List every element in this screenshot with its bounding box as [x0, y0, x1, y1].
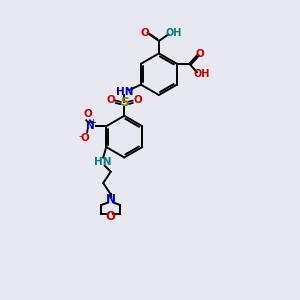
Text: O: O	[80, 133, 89, 143]
Text: +: +	[89, 118, 96, 127]
Text: OH: OH	[193, 69, 209, 79]
Text: HN: HN	[94, 158, 111, 167]
Text: N: N	[85, 121, 94, 131]
Text: O: O	[134, 95, 142, 105]
Text: O: O	[106, 210, 116, 223]
Text: O: O	[83, 109, 92, 119]
Text: S: S	[120, 96, 129, 109]
Text: HN: HN	[116, 87, 133, 97]
Text: O: O	[195, 49, 204, 59]
Text: O: O	[106, 95, 115, 105]
Text: OH: OH	[166, 28, 182, 38]
Text: O: O	[141, 28, 150, 38]
Text: -: -	[78, 131, 82, 141]
Text: N: N	[106, 193, 116, 206]
